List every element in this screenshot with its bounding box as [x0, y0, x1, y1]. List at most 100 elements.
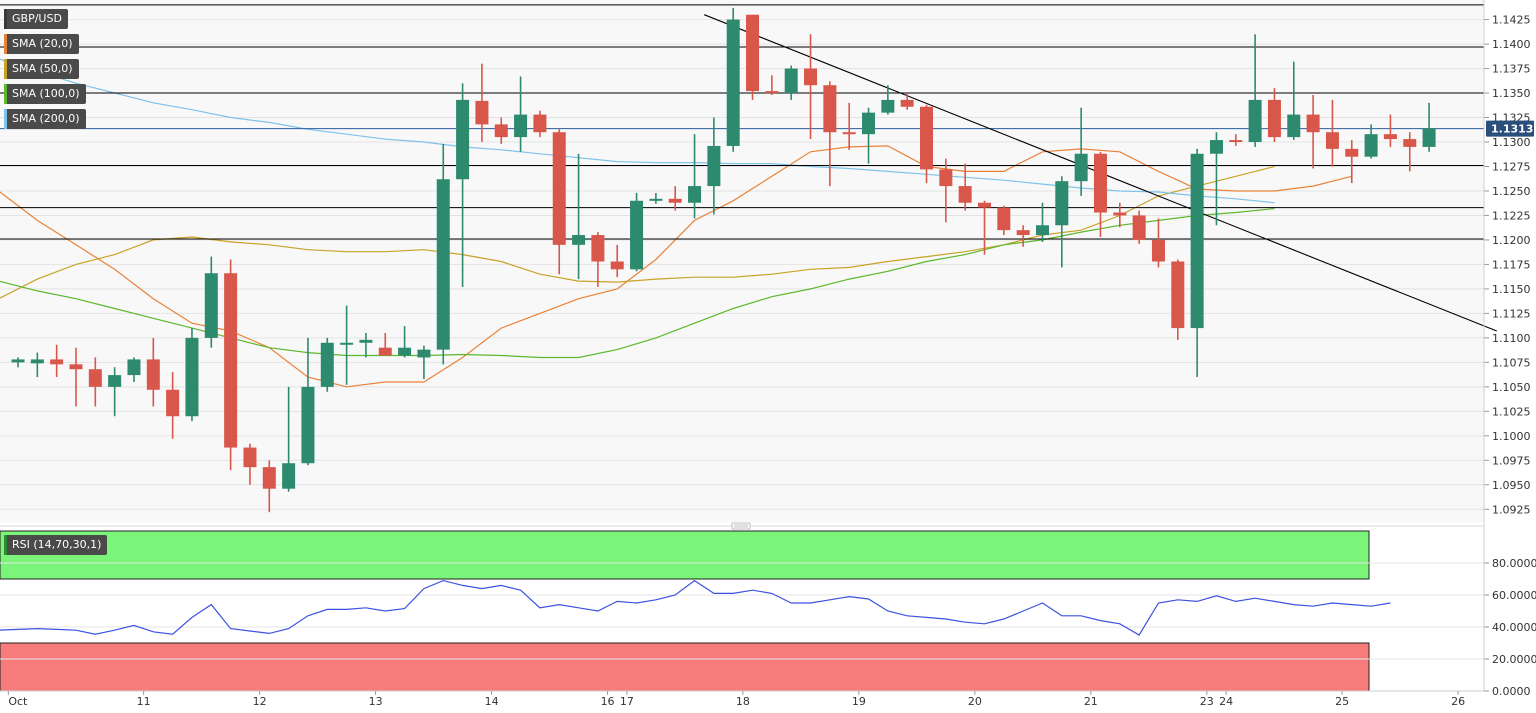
- candle-72: [1403, 132, 1417, 172]
- candle-38: [746, 14, 760, 100]
- rsi-label[interactable]: RSI (14,70,30,1): [4, 535, 108, 555]
- candle-13: [262, 460, 276, 513]
- price-axis: 1.14251.14001.13751.13501.13251.13001.12…: [1484, 14, 1536, 516]
- candle-10: [204, 256, 218, 348]
- legend-sma-200[interactable]: SMA (200,0): [4, 109, 86, 129]
- candle-30: [591, 232, 605, 287]
- candle-body-54: [1055, 181, 1069, 226]
- candle-26: [514, 76, 528, 152]
- candle-body-60: [1171, 261, 1185, 329]
- candle-body-41: [804, 68, 818, 86]
- candle-body-28: [552, 132, 566, 245]
- candle-body-20: [398, 347, 412, 356]
- candle-body-61: [1190, 153, 1204, 329]
- candle-1: [30, 352, 44, 378]
- candle-23: [456, 83, 470, 287]
- candle-67: [1306, 94, 1320, 169]
- candle-body-50: [978, 202, 991, 208]
- candle-9: [185, 328, 199, 422]
- candle-16: [320, 337, 334, 392]
- candle-14: [282, 386, 296, 492]
- candle-body-0: [11, 359, 25, 363]
- candle-body-42: [823, 85, 837, 133]
- rsi-tick-0: 80.0000: [1492, 557, 1536, 570]
- candle-body-67: [1306, 114, 1320, 133]
- legend-sma-100-text: SMA (100,0): [12, 87, 80, 100]
- pane-splitter-handle[interactable]: [731, 522, 751, 530]
- candle-29: [572, 153, 586, 280]
- rsi-tick-1: 60.0000: [1492, 589, 1536, 602]
- legend-sma-20[interactable]: SMA (20,0): [4, 34, 79, 54]
- time-tick-11: 11: [137, 695, 151, 708]
- price-tick-1.0950: 1.0950: [1492, 479, 1531, 492]
- candle-body-8: [166, 389, 180, 417]
- candle-body-53: [1035, 225, 1049, 236]
- time-tick-17: 17: [620, 695, 634, 708]
- time-tick-19: 19: [852, 695, 866, 708]
- candle-32: [630, 192, 644, 272]
- candle-27: [533, 110, 547, 138]
- price-tick-1.1200: 1.1200: [1492, 234, 1531, 247]
- candle-3: [69, 347, 83, 407]
- candle-28: [552, 129, 566, 275]
- candle-35: [688, 134, 702, 219]
- candle-body-15: [301, 386, 315, 464]
- candle-43: [842, 102, 856, 150]
- symbol-swatch: [4, 9, 7, 29]
- candle-36: [707, 117, 721, 215]
- candle-body-57: [1113, 212, 1127, 216]
- candle-12: [243, 443, 257, 485]
- candle-49: [958, 163, 972, 211]
- candle-15: [301, 337, 315, 466]
- legend-sma-50[interactable]: SMA (50,0): [4, 59, 79, 79]
- candle-66: [1287, 61, 1301, 141]
- time-tick-Oct: Oct: [8, 695, 28, 708]
- price-tick-1.1050: 1.1050: [1492, 381, 1531, 394]
- candle-body-6: [127, 359, 141, 376]
- candle-body-44: [862, 112, 876, 135]
- candle-4: [88, 357, 102, 407]
- candle-2: [50, 344, 64, 378]
- candle-11: [224, 259, 238, 471]
- price-tick-1.1425: 1.1425: [1492, 14, 1531, 27]
- price-tick-1.1250: 1.1250: [1492, 185, 1531, 198]
- price-tick-1.1400: 1.1400: [1492, 38, 1531, 51]
- candle-63: [1229, 134, 1243, 146]
- candle-42: [823, 81, 837, 187]
- candle-body-40: [784, 68, 798, 94]
- candle-body-10: [204, 273, 218, 338]
- candle-body-58: [1132, 215, 1146, 240]
- candle-body-45: [881, 99, 895, 113]
- candle-body-69: [1345, 148, 1359, 157]
- candle-body-48: [939, 169, 953, 187]
- legend-sma-20-text: SMA (20,0): [12, 37, 73, 50]
- candle-50: [978, 200, 991, 255]
- price-tick-1.0925: 1.0925: [1492, 503, 1531, 516]
- legend-sma-100[interactable]: SMA (100,0): [4, 84, 86, 104]
- candle-body-16: [320, 342, 334, 387]
- candle-70: [1364, 124, 1378, 159]
- pane-splitter[interactable]: [0, 522, 1484, 530]
- candle-73: [1422, 102, 1436, 152]
- rsi-label-swatch: [4, 535, 7, 555]
- candle-body-9: [185, 337, 199, 417]
- rsi-oversold-zone: [0, 642, 1370, 692]
- price-tick-1.1300: 1.1300: [1492, 136, 1531, 149]
- main-plot-background: [0, 0, 1484, 522]
- candle-body-24: [475, 100, 489, 125]
- candle-body-52: [1016, 230, 1030, 236]
- candle-20: [398, 326, 412, 358]
- candle-body-47: [920, 106, 934, 170]
- candle-body-3: [69, 364, 83, 370]
- candle-body-32: [630, 200, 644, 270]
- candle-body-36: [707, 145, 721, 187]
- candle-body-35: [688, 186, 702, 203]
- candle-body-25: [494, 124, 508, 138]
- time-tick-24: 24: [1219, 695, 1233, 708]
- candle-body-29: [572, 235, 586, 245]
- candle-65: [1267, 88, 1281, 143]
- candle-64: [1248, 34, 1262, 147]
- candle-body-51: [997, 207, 1011, 231]
- candle-body-23: [456, 99, 470, 180]
- candle-body-68: [1325, 132, 1339, 149]
